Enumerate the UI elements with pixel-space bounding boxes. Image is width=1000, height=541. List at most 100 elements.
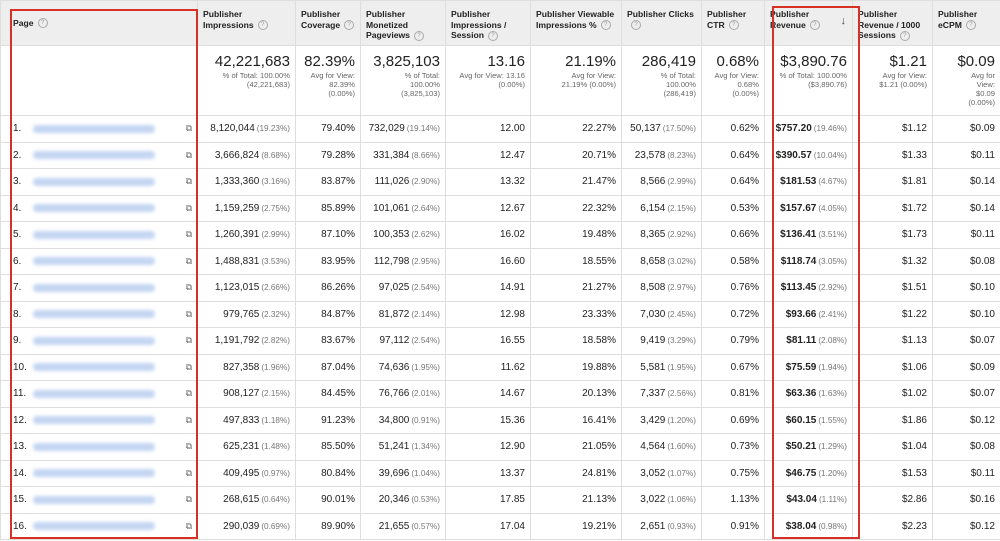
help-icon[interactable]: ?: [487, 31, 498, 42]
help-icon[interactable]: ?: [631, 20, 641, 31]
page-link[interactable]: [33, 283, 155, 292]
totals-page-cell: [0, 45, 198, 116]
col-header-page[interactable]: Page?: [0, 0, 198, 46]
help-icon[interactable]: ?: [413, 31, 424, 42]
coverage-cell: 84.87%: [295, 300, 361, 328]
open-in-new-window-icon[interactable]: ⧉: [185, 176, 192, 187]
col-header-rev-1000[interactable]: Publisher Revenue / 1000 Sessions?: [852, 0, 933, 46]
monetized-cell: 51,241 (1.34%): [360, 433, 446, 461]
impr-session-cell: 14.67: [445, 380, 531, 408]
page-link[interactable]: [33, 416, 155, 425]
row-index: 10.: [13, 361, 27, 373]
table-row: 1. ⧉ 8,120,044 (19.23%) 79.40% 732,029 (19.14%…: [0, 115, 1000, 143]
page-link[interactable]: [33, 495, 155, 504]
help-icon[interactable]: ?: [899, 31, 910, 42]
total-viewable: 21.19% Avg for View: 21.19% (0.00%): [530, 45, 622, 116]
col-header-coverage[interactable]: Publisher Coverage?: [295, 0, 361, 46]
viewable-cell: 23.33%: [530, 300, 622, 328]
impr-session-cell: 12.67: [445, 194, 531, 222]
help-icon[interactable]: ?: [600, 20, 611, 31]
page-link[interactable]: [33, 204, 155, 213]
open-in-new-window-icon[interactable]: ⧉: [185, 123, 192, 134]
page-link[interactable]: [33, 257, 155, 266]
page-cell: 13. ⧉: [0, 433, 198, 461]
viewable-cell: 18.58%: [530, 327, 622, 355]
page-link[interactable]: [33, 177, 155, 186]
open-in-new-window-icon[interactable]: ⧉: [185, 414, 192, 425]
open-in-new-window-icon[interactable]: ⧉: [185, 441, 192, 452]
open-in-new-window-icon[interactable]: ⧉: [185, 255, 192, 266]
impressions-cell: 979,765 (2.32%): [197, 300, 296, 328]
page-link[interactable]: [33, 442, 155, 451]
col-header-impressions[interactable]: Publisher Impressions?: [197, 0, 296, 46]
open-in-new-window-icon[interactable]: ⧉: [185, 202, 192, 213]
open-in-new-window-icon[interactable]: ⧉: [185, 361, 192, 372]
rev-1000-cell: $1.81: [852, 168, 933, 196]
table-row: 7. ⧉ 1,123,015 (2.66%) 86.26% 97,025 (2.54%) 14…: [0, 274, 1000, 302]
rev-1000-cell: $1.13: [852, 327, 933, 355]
open-in-new-window-icon[interactable]: ⧉: [185, 308, 192, 319]
page-link[interactable]: [33, 336, 155, 345]
page-link[interactable]: [33, 389, 155, 398]
impr-session-cell: 11.62: [445, 353, 531, 381]
monetized-cell: 74,636 (1.95%): [360, 353, 446, 381]
ecpm-cell: $0.07: [932, 380, 1000, 408]
help-icon[interactable]: ?: [728, 20, 739, 31]
open-in-new-window-icon[interactable]: ⧉: [185, 149, 192, 160]
rev-1000-cell: $1.32: [852, 247, 933, 275]
page-link[interactable]: [33, 230, 155, 239]
open-in-new-window-icon[interactable]: ⧉: [185, 229, 192, 240]
col-header-impr-session[interactable]: Publisher Impressions / Session?: [445, 0, 531, 46]
coverage-cell: 86.26%: [295, 274, 361, 302]
col-header-viewable[interactable]: Publisher Viewable Impressions %?: [530, 0, 622, 46]
help-icon[interactable]: ?: [344, 20, 355, 31]
open-in-new-window-icon[interactable]: ⧉: [185, 467, 192, 478]
table-row: 14. ⧉ 409,495 (0.97%) 80.84% 39,696 (1.04%) 13.…: [0, 459, 1000, 487]
open-in-new-window-icon[interactable]: ⧉: [185, 494, 192, 505]
coverage-cell: 85.50%: [295, 433, 361, 461]
page-cell: 4. ⧉: [0, 194, 198, 222]
help-icon[interactable]: ?: [809, 20, 820, 31]
table-row: 12. ⧉ 497,833 (1.18%) 91.23% 34,800 (0.91%) 15.…: [0, 406, 1000, 434]
sort-descending-icon[interactable]: ↓: [840, 15, 847, 27]
open-in-new-window-icon[interactable]: ⧉: [185, 520, 192, 531]
col-header-ecpm[interactable]: Publisher eCPM?: [932, 0, 1000, 46]
help-icon[interactable]: ?: [257, 20, 268, 31]
impr-session-cell: 14.91: [445, 274, 531, 302]
impr-session-cell: 12.47: [445, 141, 531, 169]
revenue-cell: $757.20 (19.46%): [764, 115, 853, 143]
open-in-new-window-icon[interactable]: ⧉: [185, 282, 192, 293]
open-in-new-window-icon[interactable]: ⧉: [185, 335, 192, 346]
col-header-clicks[interactable]: Publisher Clicks?: [621, 0, 702, 46]
page-cell: 6. ⧉: [0, 247, 198, 275]
rev-1000-cell: $1.86: [852, 406, 933, 434]
page-cell: 16. ⧉: [0, 512, 198, 540]
page-link[interactable]: [33, 363, 155, 372]
viewable-cell: 21.27%: [530, 274, 622, 302]
open-in-new-window-icon[interactable]: ⧉: [185, 388, 192, 399]
page-link[interactable]: [33, 522, 155, 531]
row-index: 7.: [13, 282, 22, 294]
help-icon[interactable]: ?: [965, 20, 976, 31]
revenue-cell: $38.04 (0.98%): [764, 512, 853, 540]
page-link[interactable]: [33, 124, 155, 133]
table-row: 2. ⧉ 3,666,824 (8.68%) 79.28% 331,384 (8.66%) 1…: [0, 141, 1000, 169]
help-icon[interactable]: ?: [37, 18, 48, 29]
ecpm-cell: $0.10: [932, 300, 1000, 328]
ecpm-cell: $0.11: [932, 221, 1000, 249]
total-impressions: 42,221,683% of Total: 100.00% (42,221,683…: [197, 45, 296, 116]
page-link[interactable]: [33, 310, 155, 319]
ctr-cell: 0.73%: [701, 433, 765, 461]
page-link[interactable]: [33, 151, 155, 160]
row-index: 6.: [13, 255, 22, 267]
impressions-cell: 625,231 (1.48%): [197, 433, 296, 461]
col-header-monetized[interactable]: Publisher Monetized Pageviews?: [360, 0, 446, 46]
revenue-cell: $50.21 (1.29%): [764, 433, 853, 461]
page-link[interactable]: [33, 469, 155, 478]
col-header-ctr[interactable]: Publisher CTR?: [701, 0, 765, 46]
col-header-revenue[interactable]: Publisher Revenue? ↓: [764, 0, 853, 46]
ecpm-cell: $0.12: [932, 406, 1000, 434]
monetized-cell: 111,026 (2.90%): [360, 168, 446, 196]
row-index: 11.: [13, 388, 27, 400]
revenue-cell: $118.74 (3.05%): [764, 247, 853, 275]
